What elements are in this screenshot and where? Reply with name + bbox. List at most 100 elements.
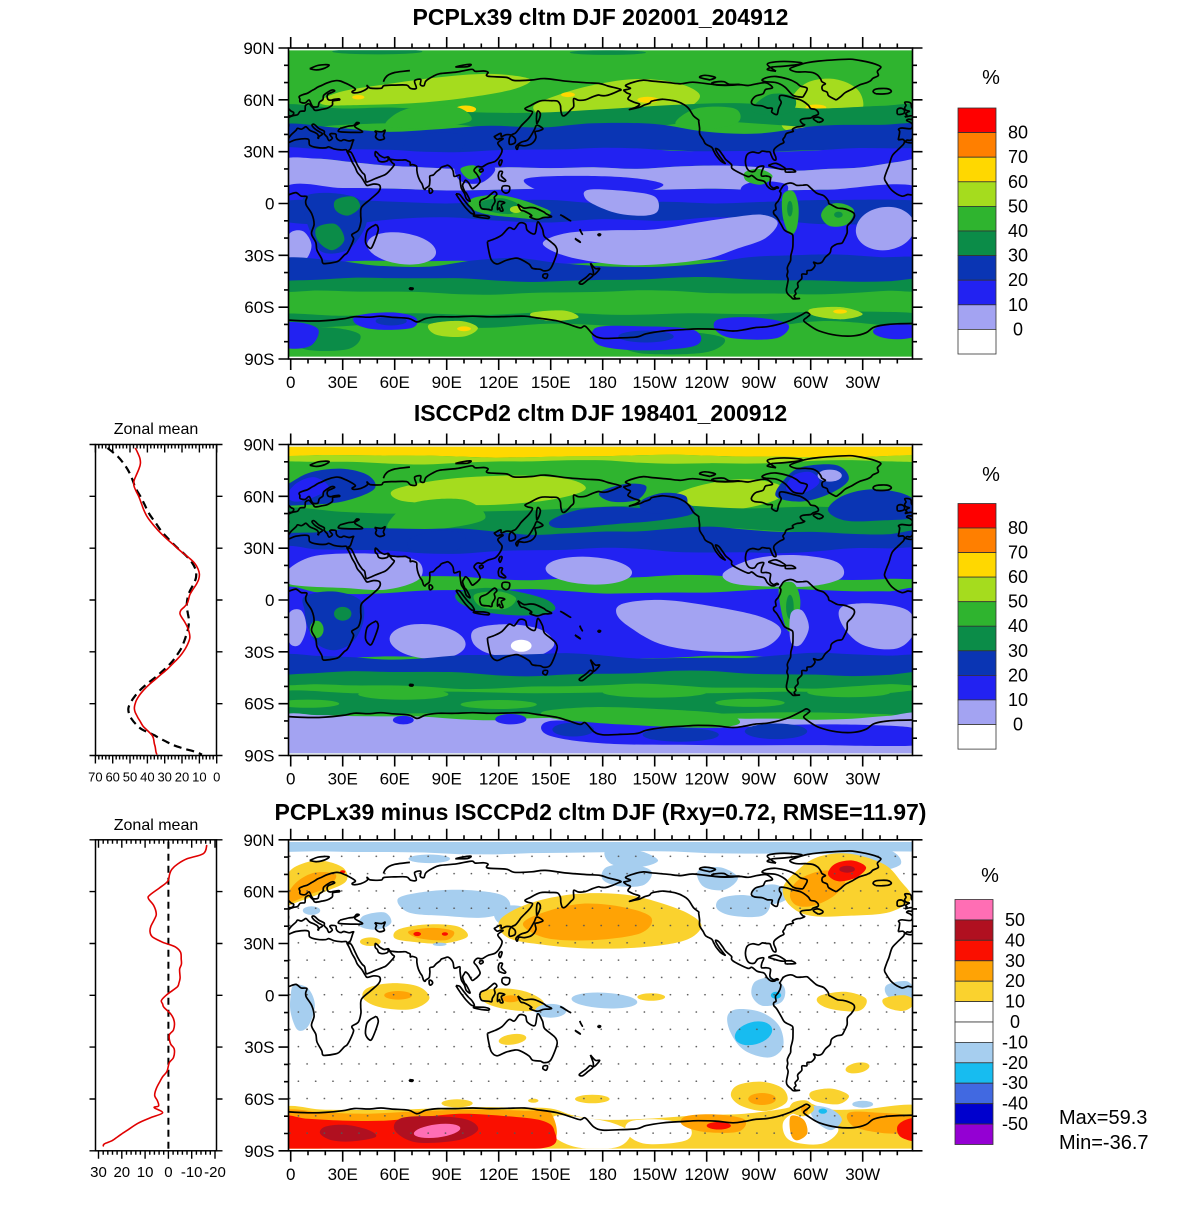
svg-text:60S: 60S bbox=[244, 695, 274, 714]
svg-text:30N: 30N bbox=[243, 539, 274, 558]
svg-text:50: 50 bbox=[1008, 196, 1028, 216]
svg-text:30E: 30E bbox=[328, 1165, 358, 1184]
svg-text:20: 20 bbox=[1005, 971, 1025, 991]
svg-text:PCPLx39 cltm DJF 202001_204912: PCPLx39 cltm DJF 202001_204912 bbox=[413, 4, 789, 30]
svg-text:60N: 60N bbox=[243, 487, 274, 506]
svg-text:40: 40 bbox=[1008, 616, 1028, 636]
svg-text:0: 0 bbox=[1010, 1012, 1020, 1032]
svg-text:0: 0 bbox=[164, 1164, 172, 1181]
svg-text:90E: 90E bbox=[432, 373, 462, 392]
svg-text:-10: -10 bbox=[181, 1164, 203, 1181]
svg-text:0: 0 bbox=[1013, 319, 1023, 339]
svg-text:70: 70 bbox=[1008, 543, 1028, 563]
svg-text:30W: 30W bbox=[845, 373, 880, 392]
svg-text:%: % bbox=[981, 865, 999, 887]
svg-text:-50: -50 bbox=[1002, 1114, 1028, 1134]
svg-text:50: 50 bbox=[123, 770, 137, 785]
svg-text:90S: 90S bbox=[244, 350, 274, 369]
svg-text:150W: 150W bbox=[632, 770, 676, 789]
svg-text:150E: 150E bbox=[531, 373, 571, 392]
svg-text:150E: 150E bbox=[531, 1165, 571, 1184]
svg-text:60E: 60E bbox=[380, 770, 410, 789]
svg-text:60W: 60W bbox=[793, 1165, 828, 1184]
svg-text:40: 40 bbox=[140, 770, 154, 785]
svg-text:30N: 30N bbox=[243, 143, 274, 162]
svg-text:60E: 60E bbox=[380, 1165, 410, 1184]
svg-text:30: 30 bbox=[90, 1164, 107, 1181]
svg-text:Zonal mean: Zonal mean bbox=[114, 421, 199, 438]
svg-text:150W: 150W bbox=[632, 1165, 676, 1184]
svg-text:30: 30 bbox=[1005, 951, 1025, 971]
svg-text:10: 10 bbox=[137, 1164, 154, 1181]
svg-text:10: 10 bbox=[1008, 690, 1028, 710]
svg-text:30W: 30W bbox=[845, 770, 880, 789]
svg-text:20: 20 bbox=[113, 1164, 130, 1181]
svg-text:30S: 30S bbox=[244, 1038, 274, 1057]
svg-text:120W: 120W bbox=[684, 373, 728, 392]
svg-text:60: 60 bbox=[1008, 172, 1028, 192]
svg-text:60: 60 bbox=[1008, 567, 1028, 587]
svg-text:60S: 60S bbox=[244, 298, 274, 317]
svg-text:30N: 30N bbox=[243, 935, 274, 954]
svg-text:90N: 90N bbox=[243, 831, 274, 850]
svg-text:10: 10 bbox=[1005, 992, 1025, 1012]
svg-text:-20: -20 bbox=[1002, 1053, 1028, 1073]
svg-text:60S: 60S bbox=[244, 1090, 274, 1109]
svg-text:Min=-36.7: Min=-36.7 bbox=[1059, 1132, 1149, 1154]
svg-text:180: 180 bbox=[589, 770, 617, 789]
svg-text:Max=59.3: Max=59.3 bbox=[1059, 1107, 1147, 1129]
svg-text:180: 180 bbox=[589, 373, 617, 392]
svg-text:60W: 60W bbox=[793, 373, 828, 392]
svg-text:-30: -30 bbox=[1002, 1073, 1028, 1093]
svg-text:-20: -20 bbox=[204, 1164, 226, 1181]
svg-text:0: 0 bbox=[286, 373, 295, 392]
svg-text:60N: 60N bbox=[243, 883, 274, 902]
svg-text:150W: 150W bbox=[632, 373, 676, 392]
svg-text:40: 40 bbox=[1005, 930, 1025, 950]
svg-text:%: % bbox=[982, 464, 1000, 486]
svg-text:40: 40 bbox=[1008, 221, 1028, 241]
svg-text:90S: 90S bbox=[244, 1142, 274, 1161]
svg-text:60: 60 bbox=[105, 770, 119, 785]
svg-text:90N: 90N bbox=[243, 39, 274, 58]
svg-text:90W: 90W bbox=[741, 770, 776, 789]
svg-text:0: 0 bbox=[265, 591, 274, 610]
svg-text:0: 0 bbox=[265, 986, 274, 1005]
svg-text:120E: 120E bbox=[479, 1165, 519, 1184]
svg-text:Zonal mean: Zonal mean bbox=[114, 817, 199, 834]
svg-text:60W: 60W bbox=[793, 770, 828, 789]
svg-text:30W: 30W bbox=[845, 1165, 880, 1184]
svg-text:0: 0 bbox=[1013, 715, 1023, 735]
svg-text:90N: 90N bbox=[243, 436, 274, 455]
svg-text:30E: 30E bbox=[328, 373, 358, 392]
svg-text:180: 180 bbox=[589, 1165, 617, 1184]
svg-text:10: 10 bbox=[192, 770, 206, 785]
svg-text:150E: 150E bbox=[531, 770, 571, 789]
svg-text:90S: 90S bbox=[244, 747, 274, 766]
svg-text:30: 30 bbox=[157, 770, 171, 785]
svg-text:120W: 120W bbox=[684, 770, 728, 789]
svg-text:10: 10 bbox=[1008, 295, 1028, 315]
svg-text:20: 20 bbox=[175, 770, 189, 785]
svg-text:70: 70 bbox=[1008, 147, 1028, 167]
svg-text:20: 20 bbox=[1008, 665, 1028, 685]
svg-text:0: 0 bbox=[265, 195, 274, 214]
svg-text:50: 50 bbox=[1005, 910, 1025, 930]
svg-text:90W: 90W bbox=[741, 373, 776, 392]
svg-text:90E: 90E bbox=[432, 1165, 462, 1184]
svg-text:%: % bbox=[982, 67, 1000, 89]
svg-text:120E: 120E bbox=[479, 373, 519, 392]
svg-text:30: 30 bbox=[1008, 641, 1028, 661]
svg-text:-10: -10 bbox=[1002, 1032, 1028, 1052]
svg-text:ISCCPd2 cltm DJF 198401_200912: ISCCPd2 cltm DJF 198401_200912 bbox=[414, 400, 787, 426]
svg-text:PCPLx39 minus ISCCPd2 cltm DJF: PCPLx39 minus ISCCPd2 cltm DJF (Rxy=0.72… bbox=[275, 799, 927, 825]
svg-text:120E: 120E bbox=[479, 770, 519, 789]
svg-text:70: 70 bbox=[88, 770, 102, 785]
svg-text:60N: 60N bbox=[243, 91, 274, 110]
svg-text:90E: 90E bbox=[432, 770, 462, 789]
svg-text:30: 30 bbox=[1008, 246, 1028, 266]
svg-text:80: 80 bbox=[1008, 123, 1028, 143]
svg-text:-40: -40 bbox=[1002, 1094, 1028, 1114]
svg-text:30S: 30S bbox=[244, 643, 274, 662]
svg-text:30E: 30E bbox=[328, 770, 358, 789]
